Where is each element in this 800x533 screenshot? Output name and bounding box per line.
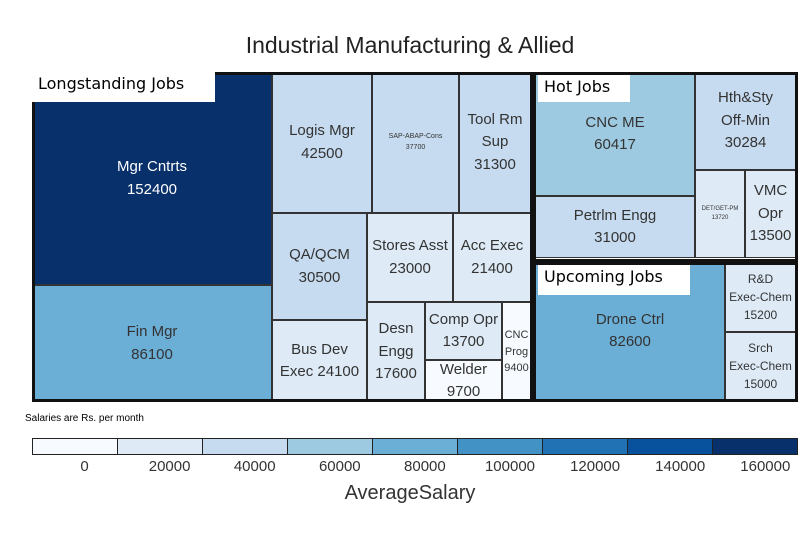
tile-value: 15000: [743, 377, 778, 391]
legend-tick-label: 80000: [404, 458, 446, 475]
salary-note: Salaries are Rs. per month: [25, 413, 144, 424]
tile-label: CNC: [504, 329, 529, 342]
treemap-tile: Bus Dev Exec 24100: [272, 320, 367, 402]
treemap-tile: Stores Asst 23000: [367, 213, 453, 302]
tile-value: 21400: [471, 259, 513, 277]
legend-swatch: [543, 439, 628, 454]
treemap-tile: R&D Exec-Chem 15200: [725, 262, 796, 332]
treemap-tile: Tool Rm Sup 31300: [459, 72, 531, 213]
tile-label: Tool Rm: [467, 110, 523, 128]
tile-value: 82600: [609, 333, 651, 350]
treemap-tile: SAP-ABAP-Cons 37700: [372, 72, 459, 213]
tile-value: 23000: [389, 259, 431, 277]
tile-label: SAP-ABAP-Cons: [388, 133, 443, 140]
tile-label: CNC ME: [585, 113, 645, 131]
legend-tick-label: 140000: [655, 458, 706, 475]
legend-tick-label: 40000: [233, 458, 276, 475]
treemap-tile: Logis Mgr 42500: [272, 72, 372, 213]
treemap-tile: Comp Opr 13700: [425, 302, 502, 360]
tile-label: Opr: [757, 204, 783, 222]
tile-label: Stores Asst: [372, 237, 448, 254]
treemap-tile: VMC Opr 13500: [745, 170, 796, 258]
legend-tick-label: 160000: [740, 458, 791, 475]
treemap: Mgr Cntrts 152400 Fin Mgr 86100 Logis Mgr 425…: [32, 72, 798, 402]
tile-label: DET/GET-PM: [701, 206, 739, 212]
treemap-tile: Hth&Sty Off-Min 30284: [695, 72, 796, 170]
chart-title: Industrial Manufacturing & Allied: [245, 32, 575, 58]
tile-label: Desn: [378, 320, 414, 338]
tile-value: 13500: [749, 227, 792, 245]
tile-value: 13720: [711, 215, 729, 221]
tile-label: Hth&Sty: [717, 89, 774, 107]
group-label: Upcoming Jobs: [538, 265, 690, 295]
tile-value: 17600: [375, 365, 417, 383]
tile-value: 9700: [446, 383, 481, 400]
tile-label: Off-Min: [721, 111, 770, 129]
tile-label: Exec-Chem: [729, 290, 792, 304]
tile-label: Petrlm Engg: [573, 206, 657, 224]
tile-label: QA/QCM: [289, 246, 350, 263]
tile-label: Mgr Cntrts: [116, 158, 187, 175]
legend-swatch: [118, 439, 203, 454]
treemap-tile: Welder 9700: [425, 360, 502, 402]
tile-value: 13700: [442, 333, 485, 350]
legend-swatch: [628, 439, 713, 454]
legend-swatch: [33, 439, 118, 454]
legend-tick-label: 100000: [484, 458, 536, 475]
color-legend-bar: [32, 438, 798, 455]
treemap-tile: DET/GET-PM 13720: [695, 170, 745, 258]
treemap-tile: Desn Engg 17600: [367, 302, 425, 402]
tile-label: Logis Mgr: [289, 122, 355, 139]
tile-label: Bus Dev: [291, 340, 348, 358]
tile-value: Exec 24100: [279, 363, 360, 380]
legend-swatch: [203, 439, 288, 454]
tile-value: 9400: [504, 362, 529, 375]
tile-label: Acc Exec: [460, 237, 524, 254]
tile-label: Prog: [504, 345, 529, 358]
tile-value: 86100: [131, 345, 173, 363]
treemap-tile: Srch Exec-Chem 15000: [725, 332, 796, 400]
treemap-tile: Petrlm Engg 31000: [535, 196, 695, 258]
tile-label: Fin Mgr: [126, 323, 178, 340]
tile-value: 31300: [474, 155, 516, 173]
legend-swatch: [288, 439, 373, 454]
tile-label: R&D: [747, 272, 774, 286]
group-label: Hot Jobs: [538, 75, 630, 102]
treemap-tile: Fin Mgr 86100: [32, 285, 272, 402]
tile-label: Drone Ctrl: [595, 310, 665, 328]
tile-value: 37700: [405, 143, 426, 151]
tile-label: Comp Opr: [428, 310, 499, 328]
tile-label: Srch: [748, 341, 773, 355]
legend-swatch: [713, 439, 797, 454]
legend-swatch: [458, 439, 543, 454]
tile-label: Exec-Chem: [729, 359, 792, 373]
legend-tick-label: 60000: [318, 458, 361, 475]
tile-value: 30500: [298, 268, 341, 286]
tile-value: 42500: [301, 144, 343, 162]
group-label: Longstanding Jobs: [32, 72, 215, 102]
tile-value: 152400: [126, 180, 178, 198]
treemap-tile: QA/QCM 30500: [272, 213, 367, 320]
tile-value: 30284: [724, 134, 767, 152]
tile-value: 60417: [594, 136, 636, 153]
tile-value: 31000: [594, 229, 636, 246]
tile-value: 15200: [743, 308, 778, 322]
treemap-tile: Mgr Cntrts 152400: [32, 72, 272, 285]
tile-label: Welder: [439, 360, 488, 378]
legend-tick-label: 0: [80, 458, 89, 475]
treemap-tile: Acc Exec 21400: [453, 213, 531, 302]
legend-tick-label: 120000: [570, 458, 621, 475]
legend-tick-label: 20000: [148, 458, 191, 475]
tile-label: Engg: [378, 342, 414, 360]
tile-label: Sup: [481, 133, 509, 151]
treemap-tile: CNC Prog 9400: [502, 302, 531, 402]
legend-title: AverageSalary: [344, 482, 476, 504]
legend-swatch: [373, 439, 458, 454]
tile-label: VMC: [753, 182, 788, 200]
